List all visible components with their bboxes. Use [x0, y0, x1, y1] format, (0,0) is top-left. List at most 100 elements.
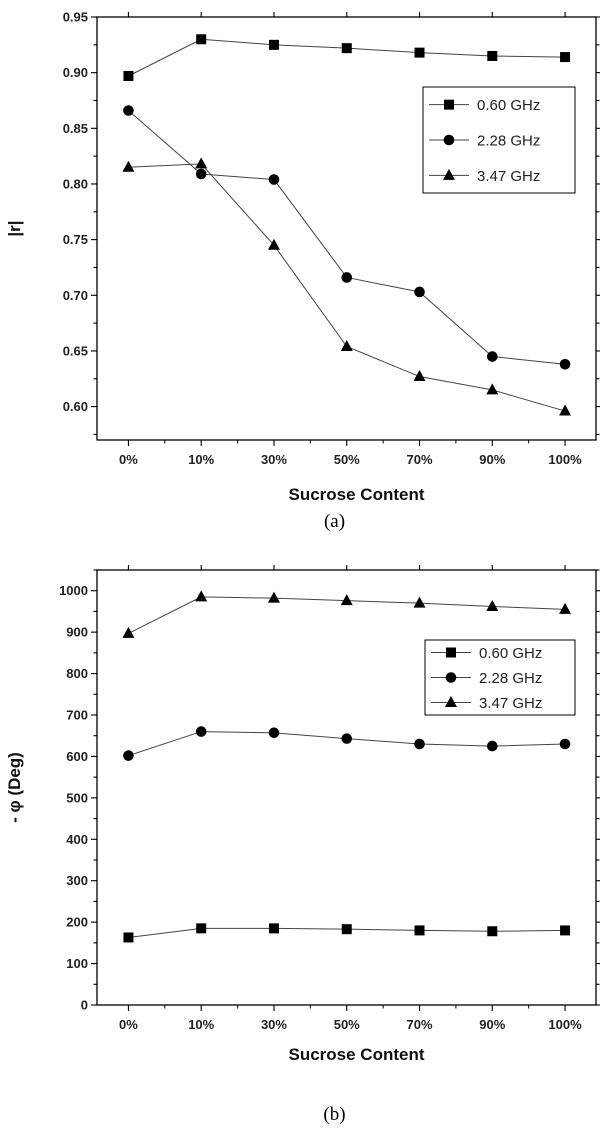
y-tick-label: 0.75: [63, 232, 88, 247]
legend-label: 0.60 GHz: [477, 97, 540, 114]
legend-marker: [445, 672, 457, 683]
figure-caption: (a): [324, 511, 345, 532]
data-point: [122, 626, 135, 638]
legend: 0.60 GHz 2.28 GHz 3.47 GHz: [422, 86, 576, 194]
x-tick-label: 10%: [188, 1017, 214, 1032]
y-tick-label: 0.80: [63, 176, 88, 191]
series-triangle: [122, 157, 572, 416]
y-tick-label: 0: [81, 998, 88, 1013]
series-square: [123, 34, 571, 81]
x-tick-label: 50%: [334, 1017, 360, 1032]
y-tick-label: 0.70: [63, 288, 88, 303]
data-point: [341, 733, 353, 744]
data-point: [486, 599, 499, 611]
y-tick-label: 0.95: [63, 10, 88, 25]
legend-label: 2.28 GHz: [477, 133, 540, 150]
data-point: [196, 923, 207, 934]
data-point: [413, 370, 426, 382]
y-tick-label: 300: [66, 873, 88, 888]
x-tick-label: 30%: [261, 452, 287, 467]
series-circle: [123, 726, 571, 761]
x-tick-label: 30%: [261, 1017, 287, 1032]
data-point: [487, 50, 498, 61]
y-tick-label: 0.60: [63, 399, 88, 414]
y-tick-label: 700: [66, 708, 88, 723]
y-tick-label: 1000: [59, 583, 88, 598]
y-tick-label: 200: [66, 915, 88, 930]
x-tick-label: 100%: [548, 452, 582, 467]
data-point: [340, 594, 353, 606]
data-point: [341, 924, 352, 935]
legend-label: 0.60 GHz: [479, 645, 542, 662]
legend-marker: [446, 647, 456, 658]
y-axis-label: |r|: [5, 220, 24, 236]
y-tick-label: 100: [66, 956, 88, 971]
data-point: [414, 286, 425, 298]
legend-marker: [443, 134, 455, 146]
legend-marker: [444, 99, 454, 110]
x-tick-label: 10%: [188, 452, 214, 467]
x-tick-label: 90%: [479, 452, 505, 467]
data-point: [486, 351, 498, 362]
legend: 0.60 GHz 2.28 GHz 3.47 GHz: [424, 639, 576, 716]
y-tick-label: 400: [66, 832, 88, 847]
data-point: [414, 738, 425, 750]
figure-caption: (b): [323, 1104, 345, 1125]
data-point: [341, 43, 352, 54]
data-point: [560, 52, 571, 63]
data-point: [341, 272, 353, 283]
data-point: [195, 157, 208, 169]
data-point: [195, 168, 207, 180]
x-tick-label: 90%: [479, 1017, 505, 1032]
data-point: [486, 740, 498, 752]
data-point: [559, 738, 571, 750]
legend-label: 3.47 GHz: [477, 168, 540, 185]
data-point: [560, 925, 571, 936]
legend-marker: [445, 696, 457, 707]
data-point: [414, 925, 425, 936]
series-square: [123, 923, 571, 943]
data-point: [195, 590, 208, 602]
y-tick-label: 900: [66, 625, 88, 640]
x-tick-label: 70%: [407, 1017, 433, 1032]
data-point: [123, 105, 134, 116]
data-point: [268, 39, 279, 50]
data-point: [267, 591, 280, 603]
data-point: [414, 47, 425, 58]
data-point: [195, 726, 207, 737]
data-point: [268, 727, 280, 739]
data-point: [559, 602, 572, 614]
data-point: [487, 926, 498, 937]
data-point: [123, 750, 134, 761]
data-point: [123, 70, 134, 81]
data-point: [559, 359, 571, 370]
data-point: [122, 160, 135, 172]
data-point: [413, 596, 426, 608]
y-tick-label: 0.85: [63, 121, 88, 136]
y-tick-label: 0.65: [63, 343, 88, 358]
chart-b: 0 100 200 300 400 500 600 700 800 900 1000 0% 10% 30%…: [5, 565, 600, 1125]
y-tick-label: 500: [66, 790, 88, 805]
y-tick-label: 0.90: [63, 65, 88, 80]
y-tick-label: 800: [66, 666, 88, 681]
plot-frame: [96, 569, 597, 1006]
data-point: [196, 34, 207, 45]
x-tick-label: 0%: [119, 1017, 138, 1032]
x-tick-label: 50%: [334, 452, 360, 467]
x-tick-label: 100%: [548, 1017, 582, 1032]
x-tick-label: 70%: [407, 452, 433, 467]
x-tick-label: 0%: [119, 452, 138, 467]
legend-marker: [443, 168, 455, 180]
legend-label: 3.47 GHz: [479, 695, 542, 712]
data-point: [340, 339, 353, 351]
series-line: [128, 163, 566, 412]
plot-frame: [96, 16, 597, 441]
data-point: [559, 404, 572, 416]
data-point: [268, 174, 280, 185]
y-axis-label: - φ (Deg): [5, 752, 24, 823]
series-triangle: [122, 590, 572, 638]
legend-label: 2.28 GHz: [479, 670, 542, 687]
data-point: [267, 238, 280, 250]
x-axis-label: Sucrose Content: [288, 485, 424, 504]
